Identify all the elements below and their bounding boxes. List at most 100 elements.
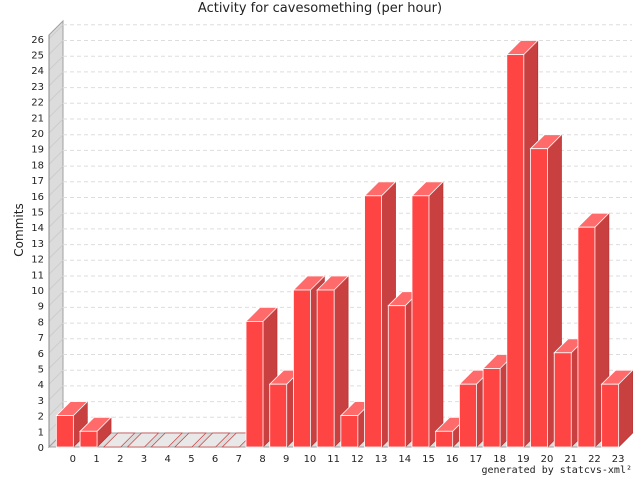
x-tick-label: 12	[351, 454, 364, 465]
wall-gridline	[48, 165, 64, 181]
y-tick-label: 17	[31, 176, 44, 187]
y-tick-label: 15	[31, 208, 44, 219]
wall-gridline	[48, 401, 64, 416]
bar	[293, 289, 311, 448]
y-tick-label: 10	[31, 286, 44, 297]
y-tick-label: 18	[31, 160, 44, 171]
x-tick-label: 7	[236, 454, 242, 465]
wall-gridline	[48, 275, 64, 291]
y-tick-label: 12	[31, 255, 44, 266]
x-tick-label: 15	[422, 454, 435, 465]
x-tick-label: 14	[398, 454, 411, 465]
bar-zero	[174, 432, 207, 448]
wall-gridline	[48, 291, 64, 307]
y-tick-label: 3	[38, 396, 44, 407]
wall-gridline	[48, 102, 64, 118]
x-tick-label: 10	[304, 454, 317, 465]
bar	[364, 195, 382, 448]
x-tick-label: 23	[612, 454, 625, 465]
y-tick-label: 2	[38, 412, 44, 423]
y-tick-label: 6	[38, 349, 44, 360]
x-tick-label: 5	[188, 454, 194, 465]
bar-zero	[102, 432, 136, 448]
y-tick-label: 4	[38, 380, 44, 391]
x-tick-label: 1	[93, 454, 99, 465]
y-tick-label: 16	[31, 192, 44, 203]
y-tick-label: 26	[31, 35, 44, 46]
bar	[577, 226, 596, 448]
wall-gridline	[48, 307, 64, 322]
bar-zero	[150, 432, 184, 448]
wall-gridline	[48, 181, 64, 197]
bar-side	[428, 181, 444, 448]
x-tick-label: 19	[517, 454, 530, 465]
bar	[411, 195, 430, 448]
wall-gridline	[48, 134, 64, 150]
x-tick-label: 0	[70, 454, 76, 465]
y-tick-label: 5	[38, 365, 44, 376]
chart-title: Activity for cavesomething (per hour)	[197, 1, 443, 16]
left-wall	[48, 19, 64, 449]
wall-gridline	[48, 197, 64, 212]
x-tick-label: 13	[375, 454, 388, 465]
bar	[269, 383, 288, 448]
y-tick-label: 7	[38, 333, 44, 344]
bar	[530, 148, 548, 448]
y-tick-label: 11	[31, 270, 44, 281]
wall-gridline	[48, 354, 64, 369]
wall-gridline	[48, 55, 64, 71]
x-tick-label: 22	[588, 454, 601, 465]
bar-zero	[197, 432, 231, 448]
y-tick-label: 22	[31, 98, 44, 109]
y-tick-label: 21	[31, 113, 44, 124]
wall-gridline	[48, 71, 64, 87]
bar	[387, 305, 406, 448]
wall-gridline	[48, 150, 64, 165]
wall-gridline	[48, 228, 64, 244]
y-tick-label: 20	[31, 129, 44, 140]
bar	[458, 383, 477, 448]
x-tick-label: 8	[259, 454, 265, 465]
wall-gridline	[48, 24, 64, 40]
wall-gridline	[48, 322, 64, 338]
wall-gridline	[48, 40, 64, 55]
x-tick-label: 6	[212, 454, 218, 465]
y-tick-label: 13	[31, 239, 44, 250]
x-tick-label: 17	[470, 454, 483, 465]
y-tick-label: 1	[38, 427, 44, 438]
bar	[316, 289, 335, 448]
bar	[553, 352, 572, 448]
wall-gridline	[48, 369, 64, 385]
wall-gridline	[48, 385, 64, 401]
bar	[601, 383, 620, 448]
x-tick-label: 20	[541, 454, 554, 465]
x-tick-label: 18	[493, 454, 506, 465]
y-tick-label: 25	[31, 51, 44, 62]
x-tick-label: 16	[446, 454, 459, 465]
x-tick-label: 3	[141, 454, 147, 465]
x-tick-label: 2	[117, 454, 123, 465]
x-tick-label: 21	[564, 454, 577, 465]
wall-gridline	[48, 338, 64, 354]
y-tick-label: 24	[31, 66, 44, 77]
y-tick-label: 8	[38, 317, 44, 328]
x-tick-label: 9	[283, 454, 289, 465]
bar	[506, 54, 525, 448]
y-tick-label: 0	[38, 443, 44, 454]
wall-gridline	[48, 118, 64, 134]
y-tick-label: 14	[31, 223, 44, 234]
wall-gridline	[48, 244, 64, 259]
x-tick-label: 4	[165, 454, 171, 465]
bar-zero	[126, 432, 160, 448]
wall-gridline	[48, 87, 64, 102]
bar	[245, 320, 264, 448]
bar	[435, 430, 454, 448]
x-tick-label: 11	[327, 454, 340, 465]
bar	[79, 430, 98, 448]
generated-by-footer: generated by statcvs-xml²	[481, 465, 632, 476]
bar	[55, 415, 74, 448]
y-tick-label: 19	[31, 145, 44, 156]
bar	[340, 415, 359, 448]
